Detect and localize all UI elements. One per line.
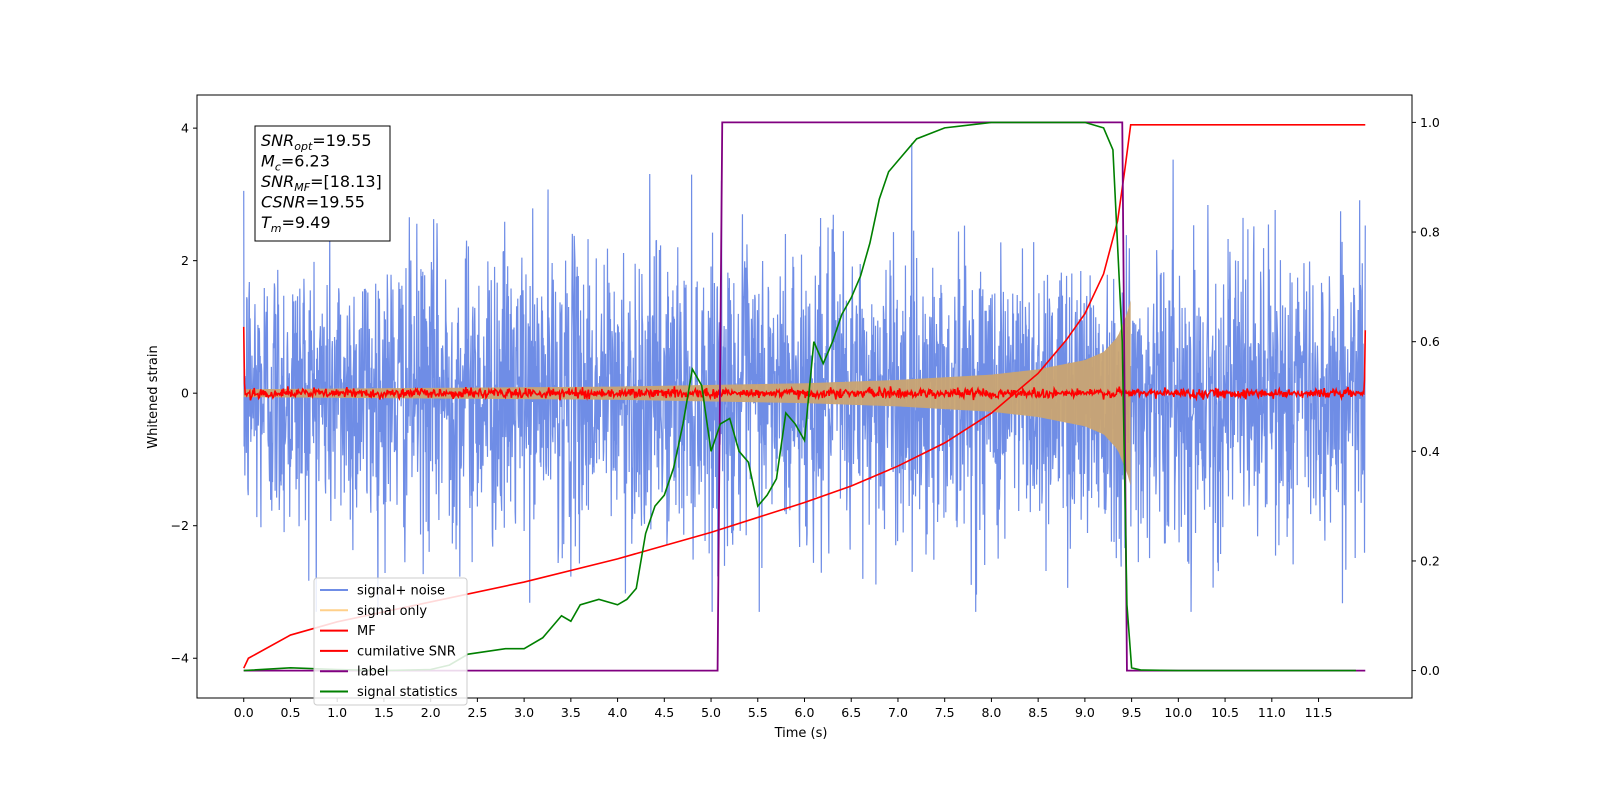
y-tick-label: 4 — [181, 121, 189, 136]
x-tick-label: 5.0 — [701, 705, 721, 720]
y-axis-label: Whitened strain — [146, 345, 161, 448]
y-right-tick-label: 0.0 — [1420, 663, 1440, 678]
info-line: CSNR=19.55 — [261, 193, 365, 212]
x-tick-label: 5.5 — [748, 705, 768, 720]
y-axis-right: 1.0 0.8 0.6 0.4 0.2 0.0 — [1412, 115, 1440, 678]
y-tick-label: −4 — [171, 651, 189, 666]
info-annotation-box: SNRopt=19.55Mc=6.23SNRMF=[18.13]CSNR=19.… — [254, 125, 391, 242]
legend: signal+ noise signal only MF cumilative SNR… — [313, 577, 468, 706]
x-tick-label: 3.0 — [514, 705, 534, 720]
y-right-tick-label: 0.2 — [1420, 553, 1440, 568]
info-line: Tm=9.49 — [261, 213, 331, 235]
info-line: Mc=6.23 — [261, 152, 330, 174]
x-tick-label: 2.5 — [467, 705, 487, 720]
legend-entry-label: label — [357, 665, 388, 680]
y-tick-label: 0 — [181, 386, 189, 401]
x-axis-label: Time (s) — [774, 726, 828, 741]
legend-entry-label: MF — [357, 624, 376, 639]
x-tick-label: 10.5 — [1211, 705, 1239, 720]
y-axis-left: 4 2 0 −2 −4 — [171, 121, 197, 666]
x-tick-label: 4.0 — [608, 705, 628, 720]
series-signal-statistics — [243, 121, 1356, 672]
x-tick-label: 6.5 — [841, 705, 861, 720]
x-tick-label: 1.5 — [374, 705, 394, 720]
series-signal-noise — [243, 143, 1366, 612]
x-tick-label: 4.5 — [654, 705, 674, 720]
x-tick-label: 6.0 — [795, 705, 815, 720]
legend-entry-label: signal+ noise — [357, 584, 445, 599]
y-right-tick-label: 0.6 — [1420, 334, 1440, 349]
info-line: SNRopt=19.55 — [261, 131, 372, 153]
legend-frame — [313, 577, 468, 706]
x-tick-label: 9.0 — [1075, 705, 1095, 720]
x-tick-label: 8.0 — [981, 705, 1001, 720]
x-tick-label: 10.0 — [1164, 705, 1192, 720]
y-right-tick-label: 0.8 — [1420, 225, 1440, 240]
y-right-tick-label: 0.4 — [1420, 444, 1440, 459]
legend-entry-label: signal only — [357, 604, 427, 619]
series-signal-only — [243, 300, 1131, 486]
info-line: SNRMF=[18.13] — [261, 172, 382, 194]
x-tick-label: 9.5 — [1122, 705, 1142, 720]
x-tick-label: 11.0 — [1258, 705, 1286, 720]
x-tick-label: 7.5 — [935, 705, 955, 720]
x-axis: 0.0 0.5 1.0 1.5 2.0 2.5 3.0 3.5 4.0 4.5 5.0 5.5 6.0 6… — [234, 698, 1333, 720]
x-tick-label: 7.0 — [888, 705, 908, 720]
info-box-frame — [254, 125, 391, 242]
x-tick-label: 11.5 — [1305, 705, 1333, 720]
y-right-tick-label: 1.0 — [1420, 115, 1440, 130]
x-tick-label: 1.0 — [327, 705, 347, 720]
legend-entry-label: cumilative SNR — [357, 644, 456, 659]
x-tick-label: 3.5 — [561, 705, 581, 720]
y-tick-label: −2 — [171, 518, 189, 533]
x-tick-label: 2.0 — [421, 705, 441, 720]
series-mf — [242, 326, 1367, 402]
x-tick-label: 0.0 — [234, 705, 254, 720]
x-tick-label: 8.5 — [1028, 705, 1048, 720]
y-tick-label: 2 — [181, 253, 189, 268]
legend-entry-label: signal statistics — [357, 685, 458, 700]
x-tick-label: 0.5 — [281, 705, 301, 720]
